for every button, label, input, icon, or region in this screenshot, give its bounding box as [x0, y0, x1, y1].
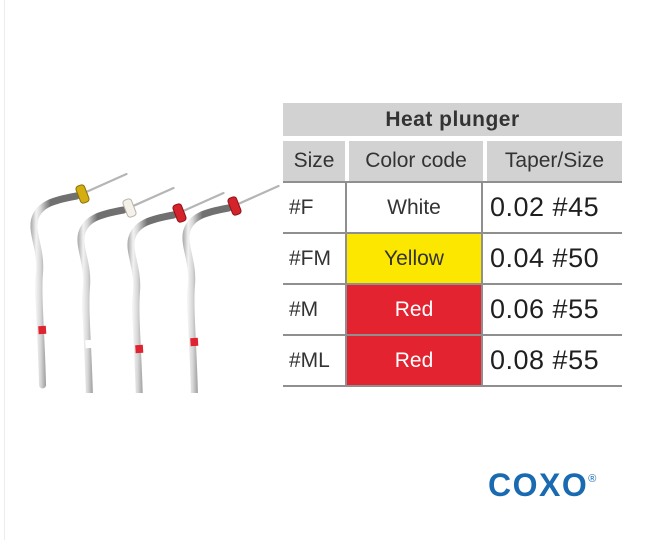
column-divider	[481, 183, 483, 232]
depth-band	[190, 337, 199, 347]
table-row: #ML Red 0.08 #55	[283, 336, 622, 387]
coxo-logo: COXO®	[488, 462, 596, 502]
taper-size-cell: 0.02 #45	[490, 192, 600, 222]
column-divider	[481, 285, 483, 334]
heat-plunger-photo	[30, 172, 280, 393]
shaft	[77, 206, 127, 393]
color-code-cell: White	[347, 183, 481, 232]
column-header-size: Size	[283, 141, 345, 181]
color-code-cell: Yellow	[347, 234, 481, 283]
silicone-stopper	[75, 184, 90, 204]
column-divider	[481, 234, 483, 283]
column-divider	[481, 336, 483, 385]
column-divider	[345, 285, 347, 334]
taper-size-cell: 0.08 #55	[490, 345, 600, 375]
table-title: Heat plunger	[283, 103, 622, 136]
plunger-tip-1	[30, 172, 128, 389]
spec-table: Heat plunger Size Color code Taper/Size …	[283, 103, 622, 387]
depth-band	[85, 339, 94, 349]
silicone-stopper	[227, 196, 242, 216]
column-header-taper: Taper/Size	[487, 141, 622, 181]
size-cell: #F	[289, 195, 314, 219]
depth-band	[38, 325, 47, 335]
table-rows: #F White 0.02 #45 #FM Yellow 0.04 #50 #M…	[283, 181, 622, 387]
plunger-tip-4	[182, 184, 280, 393]
shaft	[182, 204, 232, 393]
table-row: #FM Yellow 0.04 #50	[283, 234, 622, 285]
table-row: #M Red 0.06 #55	[283, 285, 622, 336]
color-code-cell: Red	[347, 336, 481, 385]
column-divider	[345, 234, 347, 283]
plunger-tip-3	[127, 191, 225, 393]
taper-size-cell: 0.04 #50	[490, 243, 600, 273]
color-code-cell: Red	[347, 285, 481, 334]
size-cell: #FM	[289, 246, 331, 270]
size-cell: #ML	[289, 348, 330, 372]
shaft	[30, 192, 80, 389]
table-row: #F White 0.02 #45	[283, 183, 622, 234]
silicone-stopper	[172, 203, 187, 223]
depth-band	[135, 344, 144, 354]
table-column-headers: Size Color code Taper/Size	[283, 141, 622, 181]
shaft	[127, 211, 177, 393]
plunger-tip-2	[77, 186, 175, 393]
column-divider	[345, 183, 347, 232]
taper-size-cell: 0.06 #55	[490, 294, 600, 324]
column-divider	[345, 336, 347, 385]
left-edge-line	[4, 0, 5, 540]
coxo-logo-text: COXO	[488, 467, 589, 503]
column-header-color: Color code	[349, 141, 483, 181]
registered-mark: ®	[588, 473, 597, 485]
size-cell: #M	[289, 297, 319, 321]
silicone-stopper	[122, 198, 137, 218]
